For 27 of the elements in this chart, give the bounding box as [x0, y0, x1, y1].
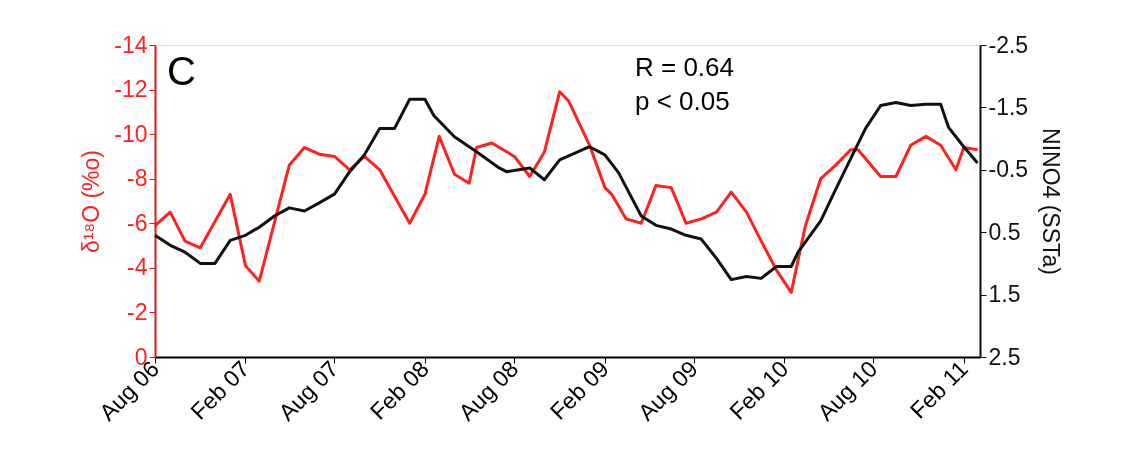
- x-tick-label: Feb 08: [364, 355, 434, 425]
- annotation: p < 0.05: [635, 86, 730, 116]
- y-tick-label: -4: [127, 254, 148, 281]
- x-tick-label: Feb 09: [544, 355, 614, 425]
- annotation: R = 0.64: [635, 52, 735, 82]
- annotation: C: [167, 49, 196, 93]
- y-tick-label: -2: [127, 298, 148, 325]
- x-tick-label: Feb 10: [724, 355, 794, 425]
- y-axis-title: δ¹⁸O (%o): [78, 149, 105, 254]
- y-tick-label: -6: [127, 209, 148, 236]
- x-tick-label: Feb 11: [904, 355, 973, 424]
- y-tick-label: -12: [114, 76, 148, 103]
- y2-tick-label: 0.5: [988, 218, 1021, 245]
- y2-tick-label: -1.5: [988, 93, 1029, 120]
- x-tick-label: Aug 09: [632, 355, 703, 426]
- y2-tick-label: 1.5: [988, 281, 1021, 308]
- y-tick-label: -10: [114, 120, 148, 147]
- y2-tick-label: -2.5: [988, 31, 1029, 58]
- x-tick-label: Aug 08: [453, 355, 524, 426]
- y-tick-label: -8: [127, 165, 148, 192]
- x-tick-label: Feb 07: [185, 355, 255, 425]
- y2-tick-label: 2.5: [988, 343, 1021, 370]
- y2-axis-title: NINO4 (SSTa): [1038, 128, 1065, 275]
- y-tick-label: -14: [114, 31, 148, 58]
- x-tick-label: Aug 10: [812, 355, 883, 426]
- y2-tick-label: -0.5: [988, 156, 1029, 183]
- x-tick-label: Aug 07: [273, 355, 344, 426]
